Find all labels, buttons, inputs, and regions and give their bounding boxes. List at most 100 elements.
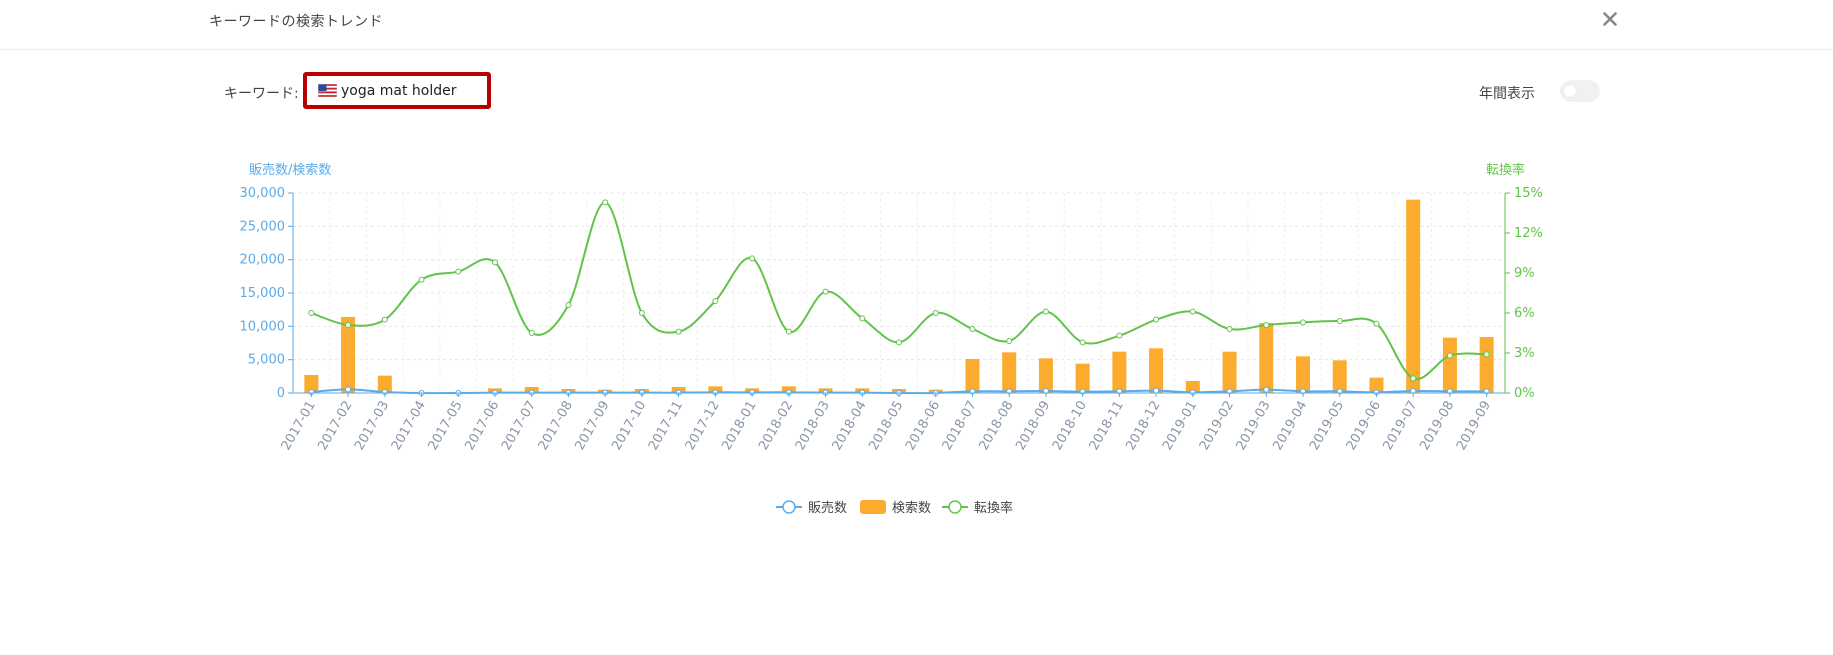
legend-label-search: 検索数	[892, 501, 931, 516]
bar-2017-03[interactable]	[377, 375, 392, 393]
bar-2018-08[interactable]	[1002, 352, 1017, 393]
conversion-point-2017-03[interactable]	[381, 316, 388, 323]
conversion-point-2017-02[interactable]	[345, 322, 352, 328]
bar-2018-09[interactable]	[1038, 358, 1053, 393]
x-tick-label-2018-02: 2018-02	[756, 399, 796, 454]
x-tick-label-2017-06: 2017-06	[462, 399, 502, 454]
sales-point-2018-12[interactable]	[1153, 387, 1160, 394]
conversion-point-2017-01[interactable]	[308, 310, 315, 316]
x-tick-label-2018-05: 2018-05	[866, 399, 906, 454]
bar-2019-05[interactable]	[1332, 360, 1347, 393]
conversion-point-2017-09[interactable]	[602, 199, 609, 206]
legend-label-conversion: 転換率	[974, 500, 1013, 516]
left-tick-label: 25,000	[240, 219, 286, 234]
bar-2018-07[interactable]	[965, 359, 980, 393]
bar-2019-02[interactable]	[1222, 351, 1237, 393]
legend-item-sales[interactable]: 販売数	[776, 500, 847, 516]
conversion-point-2019-08[interactable]	[1446, 352, 1453, 359]
bar-2019-06[interactable]	[1369, 377, 1384, 393]
conversion-point-2017-04[interactable]	[418, 276, 425, 283]
conversion-point-2017-06[interactable]	[492, 259, 498, 266]
conversion-point-2018-09[interactable]	[1042, 308, 1049, 315]
conversion-point-2017-10[interactable]	[638, 310, 645, 316]
bar-2018-10[interactable]	[1075, 363, 1090, 393]
conversion-point-2018-07[interactable]	[969, 326, 976, 332]
bar-2019-08[interactable]	[1442, 337, 1457, 393]
right-tick-label: 0%	[1514, 386, 1535, 401]
modal-title: キーワードの検索トレンド	[209, 14, 383, 30]
conversion-point-2019-05[interactable]	[1336, 318, 1343, 324]
conversion-point-2018-06[interactable]	[932, 310, 939, 316]
legend-item-search[interactable]: 検索数	[860, 500, 931, 516]
sales-point-2019-03[interactable]	[1263, 386, 1270, 393]
x-tick-label-2019-09: 2019-09	[1454, 399, 1494, 454]
conversion-point-2019-07[interactable]	[1410, 375, 1417, 382]
annual-view-toggle[interactable]	[1560, 80, 1600, 102]
conversion-point-2019-03[interactable]	[1263, 322, 1270, 328]
right-tick-label: 6%	[1514, 306, 1535, 321]
conversion-point-2018-02[interactable]	[785, 328, 792, 335]
modal-header: キーワードの検索トレンド	[0, 0, 1833, 50]
bar-2019-03[interactable]	[1259, 323, 1274, 393]
bar-2017-01[interactable]	[304, 375, 319, 393]
conversion-point-2018-12[interactable]	[1153, 316, 1160, 323]
keyword-value: yoga mat holder	[341, 82, 457, 99]
x-tick-label-2018-12: 2018-12	[1123, 399, 1163, 454]
x-tick-label-2017-04: 2017-04	[389, 399, 429, 454]
x-tick-label-2018-11: 2018-11	[1087, 399, 1127, 454]
x-tick-label-2019-04: 2019-04	[1270, 399, 1310, 454]
left-tick-label: 20,000	[240, 253, 286, 268]
conversion-point-2018-04[interactable]	[859, 315, 866, 322]
conversion-point-2018-01[interactable]	[749, 255, 756, 262]
toggle-knob	[1564, 85, 1576, 97]
x-tick-label-2017-10: 2017-10	[609, 399, 649, 454]
close-button[interactable]	[1598, 7, 1622, 31]
bar-2018-12[interactable]	[1149, 348, 1164, 393]
x-tick-label-2019-02: 2019-02	[1197, 399, 1237, 454]
bar-2019-04[interactable]	[1296, 356, 1310, 393]
bar-2019-07[interactable]	[1406, 199, 1421, 393]
conversion-point-2018-05[interactable]	[896, 339, 902, 346]
bar-2018-11[interactable]	[1112, 351, 1127, 393]
x-tick-label-2017-11: 2017-11	[646, 399, 686, 454]
x-tick-label-2017-07: 2017-07	[499, 399, 539, 454]
right-tick-label: 9%	[1514, 266, 1535, 281]
conversion-point-2018-03[interactable]	[822, 288, 829, 295]
conversion-point-2017-12[interactable]	[712, 298, 719, 304]
left-tick-label: 5,000	[248, 353, 285, 368]
conversion-point-2017-05[interactable]	[455, 268, 462, 275]
x-tick-label-2019-06: 2019-06	[1344, 399, 1384, 454]
us-flag-icon	[318, 84, 337, 97]
right-axis-title: 転換率	[1486, 162, 1525, 178]
x-tick-label-2017-12: 2017-12	[683, 399, 723, 454]
x-tick-label-2019-08: 2019-08	[1417, 399, 1457, 454]
conversion-point-2018-11[interactable]	[1116, 332, 1123, 339]
x-tick-label-2019-05: 2019-05	[1307, 399, 1347, 454]
conversion-point-2019-09[interactable]	[1483, 351, 1490, 358]
x-tick-label-2019-01: 2019-01	[1160, 399, 1200, 454]
x-tick-label-2018-01: 2018-01	[719, 399, 759, 454]
x-tick-label-2018-03: 2018-03	[793, 399, 833, 454]
x-tick-label-2018-06: 2018-06	[903, 399, 943, 454]
conversion-point-2019-01[interactable]	[1189, 308, 1196, 315]
conversion-point-2019-06[interactable]	[1373, 320, 1380, 327]
close-icon	[1603, 12, 1617, 26]
bar-2019-01[interactable]	[1185, 381, 1200, 393]
x-tick-label-2019-07: 2019-07	[1380, 399, 1420, 454]
conversion-point-2017-11[interactable]	[675, 328, 682, 335]
keyword-input[interactable]: yoga mat holder	[303, 72, 491, 109]
conversion-point-2017-07[interactable]	[528, 330, 535, 336]
bar-2019-09[interactable]	[1479, 337, 1494, 393]
conversion-point-2017-08[interactable]	[565, 302, 572, 308]
conversion-point-2019-02[interactable]	[1226, 326, 1233, 332]
legend-item-conversion[interactable]: 転換率	[942, 500, 1013, 516]
legend-marker-sales	[782, 500, 796, 514]
conversion-point-2018-10[interactable]	[1079, 339, 1086, 346]
conversion-point-2018-08[interactable]	[1006, 338, 1013, 344]
right-tick-label: 15%	[1514, 186, 1543, 201]
sales-point-2017-02[interactable]	[345, 386, 352, 393]
conversion-point-2019-04[interactable]	[1300, 319, 1306, 326]
x-tick-label-2018-09: 2018-09	[1013, 399, 1053, 454]
bar-2017-02[interactable]	[341, 317, 356, 393]
legend-marker-conversion	[948, 500, 962, 514]
